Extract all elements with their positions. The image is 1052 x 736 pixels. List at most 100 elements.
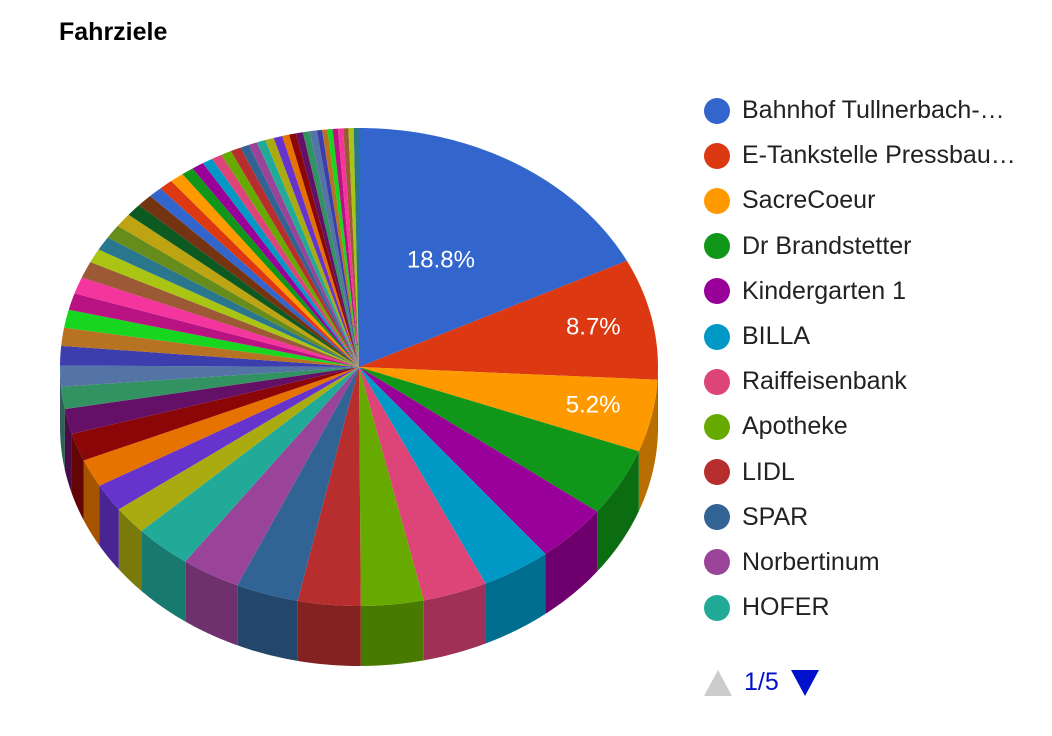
pie-slice-46[interactable]	[289, 133, 359, 367]
pie-slice-6[interactable]	[359, 367, 486, 601]
pie-slice-0[interactable]	[359, 128, 627, 367]
pie-slice-45[interactable]	[282, 134, 359, 367]
pie-slice-26[interactable]	[98, 237, 359, 367]
legend-label: BILLA	[742, 322, 811, 351]
legend-swatch	[704, 459, 730, 486]
pie-slice-40[interactable]	[240, 144, 359, 367]
pie-side-12	[118, 509, 142, 591]
pie-slice-33[interactable]	[171, 174, 359, 367]
pie-slice-47[interactable]	[295, 132, 359, 367]
pie-slice-14[interactable]	[83, 367, 359, 486]
legend-item[interactable]: Raiffeisenbank	[704, 359, 1044, 404]
legend-item[interactable]: Kindergarten 1	[704, 269, 1044, 314]
legend-item[interactable]: SPAR	[704, 495, 1044, 540]
legend-item[interactable]: HOFER	[704, 585, 1044, 630]
legend-page-indicator: 1/5	[744, 668, 779, 696]
pie-slice-32[interactable]	[160, 181, 359, 367]
legend-item[interactable]: SacreCoeur	[704, 178, 1044, 223]
legend-label: LIDL	[742, 457, 795, 486]
pie-slice-19[interactable]	[60, 345, 359, 367]
legend-item[interactable]: BILLA	[704, 314, 1044, 359]
pie-slice-52[interactable]	[327, 128, 359, 367]
pie-side-18	[60, 367, 62, 447]
pie-slice-3[interactable]	[359, 367, 639, 512]
pie-slice-39[interactable]	[230, 147, 359, 367]
legend-label: E-Tankstelle Pressbau…	[742, 141, 1016, 170]
pie-slice-49[interactable]	[309, 130, 359, 367]
pie-slice-42[interactable]	[256, 140, 359, 367]
pie-side-13	[99, 485, 119, 570]
pie-slice-56[interactable]	[348, 128, 359, 367]
pie-slice-22[interactable]	[68, 293, 359, 367]
legend-swatch	[704, 504, 730, 531]
pie-slice-24[interactable]	[81, 262, 359, 367]
pie-slice-54[interactable]	[337, 128, 359, 367]
legend-item[interactable]: Bahnhof Tullnerbach-…	[704, 88, 1044, 133]
pie-slice-27[interactable]	[107, 225, 359, 367]
pie-slice-37[interactable]	[212, 154, 359, 367]
pie-slice-31[interactable]	[150, 188, 359, 367]
legend-swatch	[704, 278, 730, 305]
pie-slice-36[interactable]	[202, 158, 359, 367]
triangle-down-icon[interactable]	[790, 669, 819, 696]
pie-slice-20[interactable]	[61, 327, 360, 367]
pie-slice-12[interactable]	[118, 367, 359, 531]
pie-slice-30[interactable]	[139, 196, 359, 367]
pie-slice-38[interactable]	[221, 151, 359, 367]
pie-slice-8[interactable]	[297, 367, 361, 606]
pie-slice-21[interactable]	[64, 309, 359, 367]
pie-slice-23[interactable]	[74, 277, 359, 368]
pie-side-17	[61, 386, 65, 470]
pie-data-label-1: 8.7%	[566, 314, 621, 341]
pie-slice-7[interactable]	[359, 367, 424, 606]
pie-slice-1[interactable]	[359, 260, 658, 380]
legend-item[interactable]: Apotheke	[704, 404, 1044, 449]
pie-slice-9[interactable]	[237, 367, 359, 601]
pie-side-3	[597, 451, 639, 572]
legend-item[interactable]: Norbertinum	[704, 540, 1044, 585]
pie-slice-16[interactable]	[64, 367, 360, 434]
pie-slice-17[interactable]	[61, 367, 360, 410]
pie-slice-11[interactable]	[141, 367, 359, 562]
pie-slice-55[interactable]	[343, 128, 359, 367]
pie-slice-43[interactable]	[265, 137, 359, 367]
pie-slice-25[interactable]	[90, 249, 359, 367]
pie-side-11	[141, 530, 186, 622]
pie-side-16	[64, 409, 72, 494]
pie-slice-44[interactable]	[273, 136, 359, 367]
pie-slice-53[interactable]	[332, 128, 359, 367]
legend-label: Dr Brandstetter	[742, 231, 912, 260]
pie-slice-41[interactable]	[248, 142, 359, 367]
pie-side-2	[638, 379, 658, 512]
legend-swatch	[704, 549, 730, 576]
pie-slice-10[interactable]	[185, 367, 359, 586]
pie-slice-2[interactable]	[359, 367, 658, 452]
pie-slice-5[interactable]	[359, 367, 546, 584]
pie-slice-50[interactable]	[316, 129, 359, 367]
pie-slice-48[interactable]	[302, 131, 359, 367]
legend-pager: 1/5	[704, 668, 819, 697]
pie-slice-4[interactable]	[359, 367, 598, 554]
triangle-up-icon[interactable]	[704, 669, 732, 696]
pie-slice-13[interactable]	[99, 367, 359, 510]
legend-label: Kindergarten 1	[742, 276, 907, 305]
legend-swatch	[704, 142, 730, 169]
pie-slice-28[interactable]	[117, 214, 359, 367]
pie-slice-15[interactable]	[71, 367, 360, 461]
pie-slice-35[interactable]	[192, 163, 359, 367]
legend-swatch	[704, 323, 730, 350]
legend-item[interactable]: LIDL	[704, 450, 1044, 495]
pie-slice-51[interactable]	[322, 129, 359, 367]
legend-swatch	[704, 233, 730, 260]
legend-item[interactable]: Dr Brandstetter	[704, 224, 1044, 269]
pie-side-9	[237, 585, 298, 661]
pie-side-7	[360, 600, 424, 666]
pie-slice-18[interactable]	[60, 365, 359, 387]
legend-label: Apotheke	[742, 412, 848, 441]
pie-side-walls	[60, 367, 658, 666]
legend-label: SPAR	[742, 502, 809, 531]
legend-item[interactable]: E-Tankstelle Pressbau…	[704, 133, 1044, 178]
pie-slice-29[interactable]	[128, 205, 359, 367]
pie-slice-34[interactable]	[182, 168, 359, 367]
pie-slice-57[interactable]	[353, 128, 359, 367]
